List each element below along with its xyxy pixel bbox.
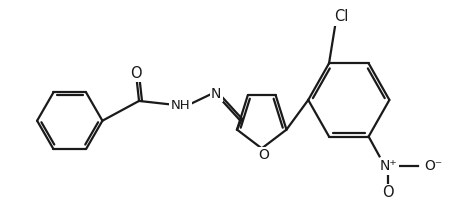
Text: O: O [383, 185, 394, 200]
Text: O: O [258, 148, 269, 162]
Text: N⁺: N⁺ [380, 159, 397, 173]
Text: O⁻: O⁻ [424, 159, 442, 173]
Text: N: N [211, 87, 221, 101]
Text: O: O [130, 66, 142, 81]
Text: Cl: Cl [334, 9, 348, 24]
Text: NH: NH [171, 99, 191, 112]
